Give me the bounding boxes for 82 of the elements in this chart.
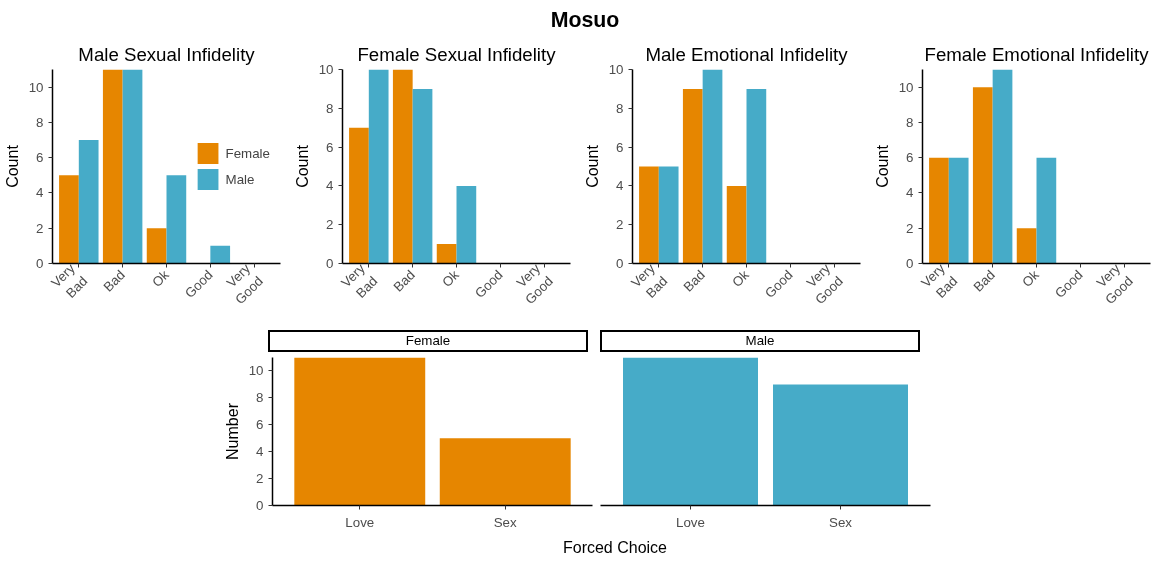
bar: [992, 69, 1013, 264]
bar: [102, 69, 123, 264]
y-tick-label: 0: [906, 256, 914, 271]
y-tick-label: 8: [616, 100, 624, 116]
y-tick-label: 2: [256, 471, 264, 487]
bar: [412, 88, 433, 264]
y-tick-label: 2: [36, 220, 44, 236]
y-tick-label: 8: [36, 114, 44, 130]
bar: [726, 185, 747, 264]
y-tick-label: 0: [256, 498, 264, 513]
bar: [972, 87, 993, 264]
chart-title: Male Emotional Infidelity: [645, 43, 849, 65]
y-tick-label: 8: [326, 100, 334, 116]
y-tick-label: 6: [906, 150, 914, 166]
y-tick-label: 2: [326, 217, 334, 233]
y-tick-label: 8: [906, 114, 914, 130]
y-tick-label: 0: [36, 256, 44, 271]
x-tick-label: Very Bad: [918, 260, 961, 301]
bar: [59, 175, 79, 264]
bar: [948, 157, 969, 264]
x-tick-label: Love: [345, 514, 375, 530]
bar: [1016, 228, 1037, 264]
y-tick-label: 4: [36, 185, 45, 201]
x-tick-label: Sex: [493, 514, 518, 530]
text: Mosuo: [550, 7, 620, 34]
x-tick-label: Love: [676, 514, 705, 530]
y-tick-label: 4: [256, 444, 265, 460]
y-tick-label: 4: [906, 185, 915, 201]
chart-title: Male Sexual Infidelity: [78, 43, 256, 65]
bar: [166, 175, 187, 264]
y-axis-title: Count: [873, 144, 891, 188]
y-tick-label: 10: [318, 62, 334, 77]
x-tick-label: Very Bad: [338, 260, 381, 301]
bar: [929, 157, 949, 264]
y-tick-label: 6: [36, 150, 44, 166]
bar: [1036, 157, 1057, 264]
bar: [658, 166, 679, 264]
bar: [746, 88, 767, 264]
x-tick-label: Very Bad: [48, 260, 91, 301]
y-tick-label: 6: [326, 139, 334, 155]
chart-title: Female: [405, 332, 451, 350]
y-tick-label: 2: [906, 220, 914, 236]
x-tick-label: Very Bad: [628, 260, 671, 301]
bar: [78, 140, 99, 264]
bar: [349, 127, 369, 264]
chart-title: Female Emotional Infidelity: [924, 43, 1150, 65]
bar: [122, 69, 143, 264]
legend-label: Male: [225, 171, 255, 187]
legend-label: Female: [225, 145, 270, 161]
y-axis-title: Number: [223, 402, 241, 460]
bar: [392, 69, 413, 264]
x-tick-label: Ok: [729, 266, 753, 290]
y-tick-label: 10: [28, 79, 44, 95]
x-tick-label: Ok: [1019, 266, 1043, 290]
bar: [368, 69, 389, 264]
x-tick-label: Ok: [149, 266, 173, 290]
y-tick-label: 4: [616, 178, 625, 194]
y-tick-label: 8: [256, 390, 264, 406]
y-axis-title: Count: [583, 144, 601, 188]
bar: [639, 166, 659, 264]
y-tick-label: 0: [326, 256, 334, 271]
x-tick-label: Sex: [829, 514, 853, 530]
y-tick-label: 4: [326, 178, 335, 194]
y-tick-label: 2: [616, 217, 624, 233]
y-tick-label: 10: [248, 363, 264, 379]
chart-title: Female Sexual Infidelity: [357, 43, 557, 65]
y-axis-title: Count: [3, 144, 21, 188]
x-axis-title: Forced Choice: [562, 538, 668, 558]
bar: [146, 228, 167, 264]
bar: [456, 185, 477, 264]
y-tick-label: 6: [616, 139, 624, 155]
chart-title: Male: [745, 332, 775, 350]
x-tick-label: Ok: [439, 266, 463, 290]
y-tick-label: 10: [898, 79, 914, 95]
bar: [210, 245, 231, 264]
y-tick-label: 10: [608, 62, 624, 77]
bar: [702, 69, 723, 264]
y-tick-label: 0: [616, 256, 624, 271]
y-axis-title: Count: [293, 144, 311, 188]
bar: [436, 244, 457, 264]
y-tick-label: 6: [256, 417, 264, 433]
bar: [682, 88, 703, 264]
